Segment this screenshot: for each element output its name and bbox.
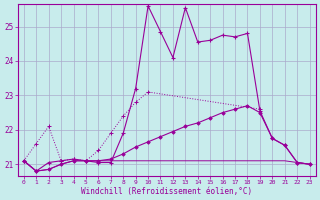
X-axis label: Windchill (Refroidissement éolien,°C): Windchill (Refroidissement éolien,°C) bbox=[81, 187, 252, 196]
